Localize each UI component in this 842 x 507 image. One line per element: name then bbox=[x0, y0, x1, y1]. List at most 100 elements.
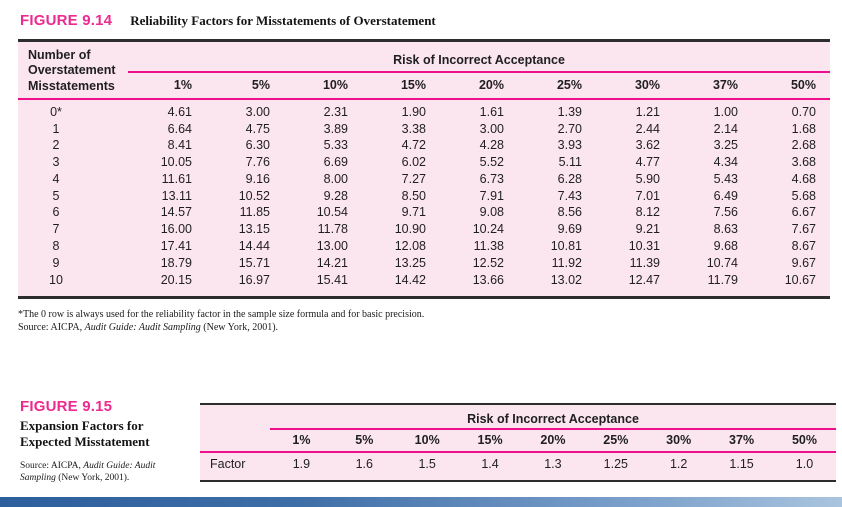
reliability-factor-cell: 8.50 bbox=[401, 188, 426, 203]
reliability-factor-cell: 3.62 bbox=[635, 138, 660, 153]
risk-column-header: 30% bbox=[647, 429, 711, 453]
fig14-source-prefix: Source: AICPA, bbox=[18, 322, 85, 334]
reliability-factor-cell: 10.90 bbox=[394, 222, 426, 237]
expansion-factor-cell: 1.15 bbox=[729, 457, 754, 471]
risk-column-header: 25% bbox=[584, 429, 648, 453]
reliability-factor-cell: 0.70 bbox=[791, 104, 816, 119]
reliability-factor-cell: 5.52 bbox=[479, 155, 504, 170]
reliability-factor-cell: 6.28 bbox=[557, 171, 582, 186]
risk-column-header: 5% bbox=[332, 429, 396, 453]
fig15-source-italic: Audit Guide: Audit Sampling bbox=[20, 461, 156, 484]
misstatement-count-cell: 9 bbox=[52, 255, 60, 270]
fig14-span-header-row: Number of Overstatement Misstatements Ri… bbox=[18, 40, 830, 100]
reliability-factor-cell: 3.38 bbox=[401, 121, 426, 136]
reliability-factor-cell: 1.61 bbox=[479, 104, 504, 119]
reliability-factor-cell: 6.30 bbox=[245, 138, 270, 153]
reliability-factor-cell: 13.25 bbox=[394, 255, 426, 270]
table-row: 5 13.11 10.52 9.28 8.50 7.91 7.43 7.01 6.49 5.68 bbox=[18, 188, 830, 205]
reliability-factor-cell: 2.68 bbox=[791, 138, 816, 153]
reliability-factor-cell: 3.68 bbox=[791, 155, 816, 170]
risk-column-header: 20% bbox=[521, 429, 585, 453]
table-row: 7 16.00 13.15 11.78 10.90 10.24 9.69 9.21 8.63 7.… bbox=[18, 222, 830, 239]
reliability-factor-cell: 11.78 bbox=[317, 222, 348, 237]
fig15-factor-row: Factor 1.9 1.6 1.5 1.4 1.3 1.25 1.2 1.15 1.0 bbox=[200, 452, 836, 481]
figure-9-15-title: Expansion Factors for Expected Misstatem… bbox=[20, 418, 150, 449]
fig14-table-body: 0* 4.61 3.00 2.31 1.90 1.61 1.39 1.21 1.00 0.70 1 6… bbox=[18, 99, 830, 298]
fig15-risk-header-row: 1% 5% 10% 15% 20% 25% 30% 37% 50% bbox=[200, 429, 836, 453]
fig15-source-suffix: (New York, 2001). bbox=[55, 473, 130, 484]
risk-column-header: 15% bbox=[458, 429, 522, 453]
risk-column-header: 50% bbox=[752, 72, 830, 100]
reliability-factor-cell: 5.11 bbox=[558, 155, 582, 170]
reliability-factor-cell: 11.61 bbox=[161, 171, 192, 186]
reliability-factor-cell: 9.16 bbox=[245, 171, 270, 186]
expansion-factors-table: Risk of Incorrect Acceptance 1% 5% 10% 15% 2… bbox=[200, 403, 836, 482]
table-row: 0* 4.61 3.00 2.31 1.90 1.61 1.39 1.21 1.00 0.70 bbox=[18, 99, 830, 121]
risk-column-header: 25% bbox=[518, 72, 596, 100]
risk-column-header: 37% bbox=[710, 429, 773, 453]
reliability-factor-cell: 10.74 bbox=[706, 255, 738, 270]
reliability-factor-cell: 15.71 bbox=[238, 255, 270, 270]
reliability-factor-cell: 6.64 bbox=[167, 121, 192, 136]
figure-9-14-label: FIGURE 9.14 bbox=[20, 12, 113, 29]
reliability-factor-cell: 4.68 bbox=[791, 171, 816, 186]
reliability-factor-cell: 10.31 bbox=[628, 239, 660, 253]
reliability-factor-cell: 6.49 bbox=[713, 188, 738, 203]
bottom-accent-bar bbox=[0, 497, 842, 507]
expansion-factor-cell: 1.3 bbox=[544, 457, 562, 471]
reliability-factor-cell: 7.27 bbox=[401, 171, 426, 186]
table-row: 8 17.41 14.44 13.00 12.08 11.38 10.81 10.31 9.68… bbox=[18, 238, 830, 255]
risk-column-header: 10% bbox=[395, 429, 459, 453]
reliability-factor-cell: 10.24 bbox=[472, 222, 504, 237]
fig15-span-header-row: Risk of Incorrect Acceptance bbox=[200, 404, 836, 430]
fig14-risk-header-row: 1% 5% 10% 15% 20% 25% 30% 37% 50% bbox=[18, 72, 830, 100]
reliability-factor-cell: 1.90 bbox=[401, 104, 426, 119]
reliability-factor-cell: 7.56 bbox=[713, 205, 738, 220]
reliability-factor-cell: 9.71 bbox=[401, 205, 426, 220]
reliability-factor-cell: 13.66 bbox=[472, 272, 504, 287]
reliability-factor-cell: 4.75 bbox=[245, 121, 270, 136]
reliability-factor-cell: 16.97 bbox=[238, 272, 270, 287]
expansion-factor-cell: 1.25 bbox=[603, 457, 628, 471]
reliability-factor-cell: 6.73 bbox=[479, 171, 504, 186]
reliability-factor-cell: 9.69 bbox=[557, 222, 582, 237]
misstatement-count-cell: 4 bbox=[52, 171, 60, 186]
table-row: 3 10.05 7.76 6.69 6.02 5.52 5.11 4.77 4.34 3.68 bbox=[18, 155, 830, 172]
misstatement-count-cell: 8 bbox=[52, 239, 60, 253]
reliability-factor-cell: 2.31 bbox=[323, 104, 348, 119]
reliability-factor-cell: 9.67 bbox=[791, 255, 816, 270]
figure-9-15-label: FIGURE 9.15 bbox=[20, 398, 113, 415]
reliability-factor-cell: 4.72 bbox=[401, 138, 426, 153]
reliability-factor-cell: 3.93 bbox=[557, 138, 582, 153]
misstatement-count-cell: 5 bbox=[52, 188, 60, 203]
expansion-factor-cell: 1.5 bbox=[418, 457, 436, 471]
figure-9-15-sidebar: FIGURE 9.15 Expansion Factors for Expect… bbox=[20, 398, 192, 484]
risk-column-header: 30% bbox=[596, 72, 674, 100]
fig14-risk-span-header: Risk of Incorrect Acceptance bbox=[128, 40, 830, 74]
reliability-factor-cell: 16.00 bbox=[160, 222, 192, 237]
reliability-factor-cell: 13.00 bbox=[316, 239, 348, 253]
reliability-factor-cell: 6.67 bbox=[791, 205, 816, 220]
fig15-risk-span-header: Risk of Incorrect Acceptance bbox=[270, 404, 836, 430]
reliability-factor-cell: 4.77 bbox=[635, 155, 660, 170]
fig14-source-suffix: (New York, 2001). bbox=[200, 322, 279, 334]
reliability-factor-cell: 3.89 bbox=[323, 121, 348, 136]
reliability-factor-cell: 15.41 bbox=[316, 272, 348, 287]
reliability-factor-cell: 7.76 bbox=[245, 155, 270, 170]
reliability-factor-cell: 7.91 bbox=[479, 188, 504, 203]
reliability-factor-cell: 4.61 bbox=[167, 104, 192, 119]
reliability-factor-cell: 3.00 bbox=[479, 121, 504, 136]
reliability-factor-cell: 6.69 bbox=[323, 155, 348, 170]
figure-9-14: FIGURE 9.14 Reliability Factors for Miss… bbox=[18, 12, 830, 334]
reliability-factor-cell: 8.63 bbox=[713, 222, 738, 237]
risk-column-header: 20% bbox=[440, 72, 518, 100]
reliability-factor-cell: 1.21 bbox=[635, 104, 660, 119]
misstatements-column-header: Number of Overstatement Misstatements bbox=[18, 40, 128, 100]
risk-column-header: 15% bbox=[362, 72, 440, 100]
reliability-factor-cell: 9.68 bbox=[713, 239, 738, 253]
reliability-factor-cell: 7.01 bbox=[635, 188, 660, 203]
reliability-factor-cell: 7.67 bbox=[791, 222, 816, 237]
table-footnote: *The 0 row is always used for the reliab… bbox=[18, 309, 425, 321]
reliability-factor-cell: 10.52 bbox=[238, 188, 270, 203]
